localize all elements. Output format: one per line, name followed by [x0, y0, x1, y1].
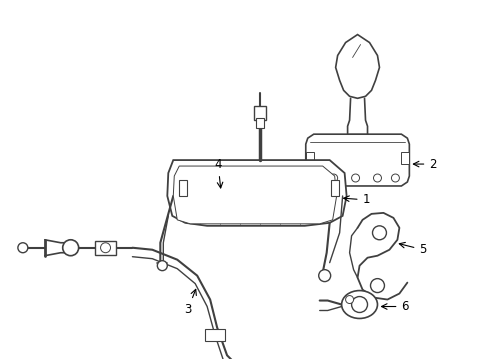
Circle shape [351, 174, 359, 182]
Text: 1: 1 [343, 193, 369, 206]
Polygon shape [167, 160, 346, 226]
Polygon shape [305, 134, 408, 186]
Circle shape [370, 279, 384, 293]
Circle shape [329, 174, 337, 182]
Bar [305, 152, 313, 164]
Bar [179, 180, 187, 196]
Polygon shape [173, 166, 336, 224]
Text: 3: 3 [184, 289, 196, 316]
Bar [255, 118, 264, 128]
Circle shape [62, 240, 79, 256]
Circle shape [318, 270, 330, 282]
Circle shape [311, 174, 319, 182]
Circle shape [351, 297, 367, 312]
Text: 5: 5 [399, 242, 426, 256]
Circle shape [18, 243, 28, 253]
Text: 4: 4 [214, 158, 223, 188]
Circle shape [345, 296, 353, 303]
Circle shape [372, 226, 386, 240]
Polygon shape [335, 35, 379, 98]
Bar [253, 106, 265, 120]
Circle shape [373, 174, 381, 182]
Circle shape [157, 261, 167, 271]
Text: 6: 6 [381, 300, 408, 313]
Bar [401, 152, 408, 164]
Text: 2: 2 [412, 158, 436, 171]
Bar [330, 180, 338, 196]
Bar [94, 241, 116, 255]
Circle shape [101, 243, 110, 253]
Ellipse shape [341, 291, 377, 319]
Circle shape [390, 174, 399, 182]
Bar [205, 329, 224, 341]
